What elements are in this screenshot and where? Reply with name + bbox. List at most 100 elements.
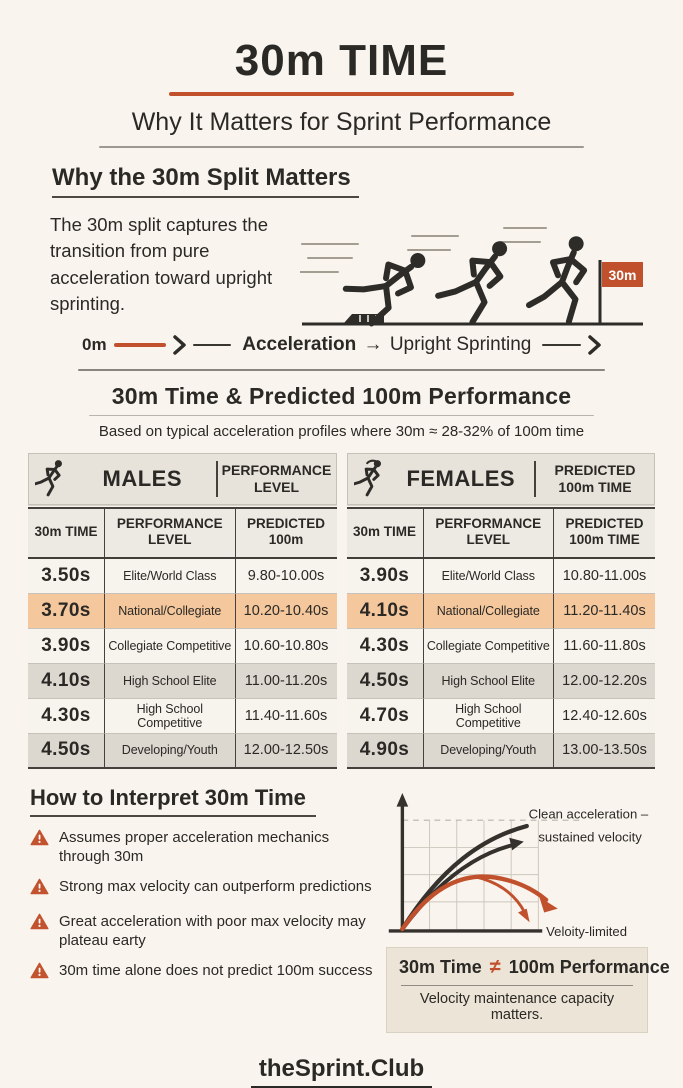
column-header-performance-level: PERFORMANCE LEVEL bbox=[104, 509, 235, 559]
males-predicted-cell: 11.00-11.20s bbox=[234, 663, 337, 699]
page-title: 30m TIME bbox=[234, 36, 449, 85]
bullet-text: Strong max velocity can outperform predi… bbox=[59, 878, 372, 896]
males-predicted-cell: 11.40-11.60s bbox=[234, 698, 337, 734]
females-level-cell: High School Competitive bbox=[422, 698, 553, 734]
chart-label-sustained-velocity: sustained velocity bbox=[538, 830, 642, 845]
females-predicted-cell: 11.60-11.80s bbox=[553, 628, 655, 664]
males-level-cell: National/Collegiate bbox=[104, 593, 235, 629]
males-predicted-cell: 9.80-10.00s bbox=[234, 558, 337, 594]
bullet-text: 30m time alone does not predict 100m suc… bbox=[59, 961, 373, 979]
flag-label: 30m bbox=[608, 267, 636, 283]
tables-section-heading: 30m Time & Predicted 100m Performance bbox=[111, 382, 572, 409]
males-time-cell: 4.50s bbox=[28, 733, 104, 769]
males-predicted-cell: 10.60-10.80s bbox=[234, 628, 337, 664]
warning-icon bbox=[30, 878, 49, 900]
females-time-cell: 4.30s bbox=[346, 629, 423, 664]
females-table: FEMALES PREDICTED 100m TIME 30m TIME PER… bbox=[346, 453, 655, 769]
header-band-divider bbox=[215, 461, 218, 497]
why-section: Why the 30m Split Matters The 30m split … bbox=[38, 164, 645, 371]
interpret-heading: How to Interpret 30m Time bbox=[30, 785, 316, 817]
velocity-chart-column: Clean acceleration – sustained velocity … bbox=[381, 785, 670, 1033]
30m-flag-icon: 30m bbox=[598, 260, 643, 324]
females-time-cell: 3.90s bbox=[346, 559, 423, 594]
females-level-cell: High School Elite bbox=[422, 663, 553, 699]
right-arrow-glyph: → bbox=[363, 334, 383, 355]
timeline-start-label: 0m bbox=[82, 335, 107, 354]
females-group-right-label: PREDICTED 100m TIME bbox=[554, 462, 636, 495]
performance-tables: MALES PERFORMANCE LEVEL 30m TIME PERFORM… bbox=[28, 453, 655, 769]
males-group-label: MALES bbox=[102, 466, 182, 491]
males-level-cell: Elite/World Class bbox=[104, 558, 235, 594]
not-equal-glyph: ≠ bbox=[489, 955, 501, 978]
acceleration-label: Acceleration bbox=[242, 334, 357, 355]
callout-title-left: 30m Time bbox=[399, 956, 482, 977]
female-runner-icon bbox=[350, 455, 386, 504]
velocity-sketch-chart: Clean acceleration – sustained velocity … bbox=[388, 792, 649, 939]
warning-icon bbox=[30, 962, 49, 984]
females-predicted-cell: 10.80-11.00s bbox=[553, 558, 655, 594]
females-group-label: FEMALES bbox=[406, 466, 516, 491]
males-predicted-cell: 10.20-10.40s bbox=[234, 593, 337, 629]
sprinters-illustration: 30m bbox=[300, 204, 645, 332]
brand-logo: theSprint.Club bbox=[250, 1055, 433, 1088]
callout-subtitle: Velocity maintenance capacity matters. bbox=[419, 990, 615, 1023]
females-level-cell: Collegiate Competitive bbox=[422, 628, 553, 664]
column-header-predicted-100m-time: PREDICTED 100m TIME bbox=[553, 509, 655, 559]
why-section-body: The 30m split captures the transition fr… bbox=[50, 214, 273, 314]
males-level-cell: Collegiate Competitive bbox=[104, 628, 235, 664]
column-header-30m-time: 30m TIME bbox=[28, 509, 104, 559]
header-band-divider bbox=[534, 461, 536, 497]
timeline-line bbox=[192, 343, 232, 347]
male-runner-icon bbox=[31, 455, 67, 504]
orange-arrowhead-small bbox=[517, 908, 530, 923]
neq-callout-box: 30m Time ≠ 100m Performance Velocity mai… bbox=[386, 946, 670, 1033]
infographic-page: 30m TIME Why It Matters for Sprint Perfo… bbox=[28, 36, 670, 1088]
upright-sprinting-label: Upright Sprinting bbox=[389, 334, 532, 355]
column-header-30m-time: 30m TIME bbox=[346, 509, 423, 559]
timeline-orange-segment bbox=[113, 343, 166, 347]
females-time-cell: 4.70s bbox=[346, 699, 423, 734]
runner-transition-icon bbox=[435, 241, 508, 326]
males-predicted-cell: 12.00-12.50s bbox=[234, 733, 337, 769]
chart-axes bbox=[388, 792, 543, 933]
chart-label-velocity-limited: Veloity-limited bbox=[546, 924, 627, 939]
females-data-table: 30m TIME PERFORMANCE LEVEL PREDICTED 100… bbox=[346, 507, 655, 769]
females-predicted-cell: 11.20-11.40s bbox=[553, 593, 655, 629]
orange-arrowhead-large bbox=[539, 896, 558, 913]
black-arrowhead bbox=[509, 837, 524, 851]
subtitle-underline bbox=[99, 146, 584, 148]
females-level-cell: Developing/Youth bbox=[422, 733, 553, 769]
callout-title-right: 100m Performance bbox=[508, 956, 670, 977]
interpret-bullet: Assumes proper acceleration mechanics th… bbox=[30, 828, 381, 866]
sprint-progression-illustration: 30m bbox=[300, 227, 643, 327]
females-predicted-cell: 12.00-12.20s bbox=[553, 663, 655, 699]
females-time-cell: 4.10s bbox=[346, 593, 423, 629]
bullet-text: Great acceleration with poor max velocit… bbox=[59, 912, 366, 949]
velocity-limited-curve-secondary bbox=[472, 875, 527, 914]
males-level-cell: High School Competitive bbox=[104, 698, 235, 734]
chevron-right-icon bbox=[588, 335, 601, 355]
footer: theSprint.Club bbox=[0, 1055, 683, 1088]
males-time-cell: 4.10s bbox=[28, 663, 104, 699]
males-group-right-label: PERFORMANCE LEVEL bbox=[221, 462, 332, 495]
timeline-phase-label: Acceleration → Upright Sprinting bbox=[238, 334, 535, 356]
page-subtitle: Why It Matters for Sprint Performance bbox=[131, 108, 552, 136]
females-predicted-cell: 12.40-12.60s bbox=[553, 698, 655, 734]
females-level-cell: National/Collegiate bbox=[422, 593, 553, 629]
bullet-text: Assumes proper acceleration mechanics th… bbox=[59, 828, 330, 866]
males-data-table: 30m TIME PERFORMANCE LEVEL PREDICTED 100… bbox=[28, 507, 337, 769]
females-time-cell: 4.50s bbox=[346, 663, 423, 699]
interpret-bullet: Strong max velocity can outperform predi… bbox=[30, 877, 381, 900]
warning-icon bbox=[30, 913, 49, 935]
females-table-header-band: FEMALES PREDICTED 100m TIME bbox=[346, 453, 655, 505]
males-level-cell: High School Elite bbox=[104, 663, 235, 699]
females-time-cell: 4.90s bbox=[346, 733, 423, 769]
males-table-header-band: MALES PERFORMANCE LEVEL bbox=[28, 453, 337, 505]
females-level-cell: Elite/World Class bbox=[422, 558, 553, 594]
column-header-predicted-100m: PREDICTED 100m bbox=[234, 509, 337, 559]
interpret-bullet: Great acceleration with poor max velocit… bbox=[30, 912, 381, 950]
males-time-cell: 3.50s bbox=[28, 559, 104, 594]
title-underline bbox=[169, 92, 514, 96]
phase-timeline: 0m Acceleration → Upright Sprinting bbox=[82, 334, 601, 356]
warning-icon bbox=[30, 829, 49, 851]
